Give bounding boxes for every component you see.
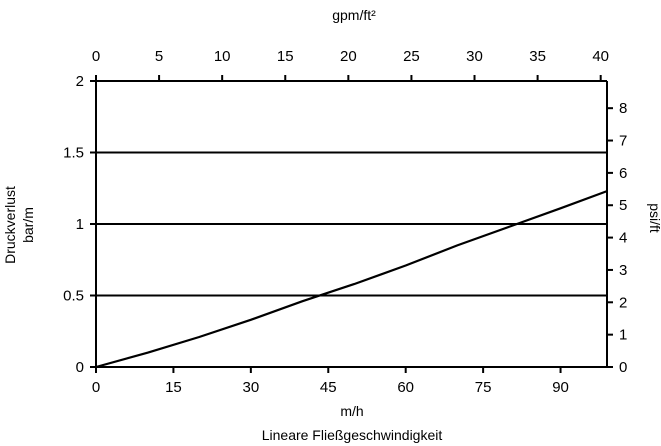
x-bottom-tick-label-5: 75 xyxy=(475,379,492,396)
x-bottom-tick-label-1: 15 xyxy=(165,379,182,396)
series-group xyxy=(95,190,608,369)
series-line-0 xyxy=(95,190,608,369)
axes xyxy=(95,80,608,368)
y-right-tick-label-5: 5 xyxy=(619,197,627,214)
x-top-tick-label-7: 35 xyxy=(529,48,546,65)
gridlines xyxy=(96,151,607,297)
x-axis-bottom-unit: m/h xyxy=(340,403,363,419)
y-axis-right-label: psi/ft xyxy=(647,203,661,233)
x-ticks-bottom: 0 15 30 45 60 75 90 xyxy=(92,367,569,396)
x-bottom-tick-label-3: 45 xyxy=(320,379,337,396)
x-bottom-tick-label-0: 0 xyxy=(92,379,100,396)
x-axis-top-label: gpm/ft² xyxy=(332,7,376,23)
y-right-tick-label-6: 6 xyxy=(619,165,627,182)
x-top-tick-label-6: 30 xyxy=(466,48,483,65)
x-top-tick-label-0: 0 xyxy=(92,48,100,65)
y-left-tick-label-2: 1 xyxy=(76,216,84,233)
y-right-tick-label-0: 0 xyxy=(619,359,627,376)
x-bottom-tick-label-4: 60 xyxy=(397,379,414,396)
y-right-tick-label-1: 1 xyxy=(619,327,627,344)
y-ticks-left: 0 0.5 1 1.5 2 xyxy=(63,73,96,376)
y-right-tick-label-7: 7 xyxy=(619,133,627,150)
y-left-tick-label-1: 0.5 xyxy=(63,288,84,305)
x-top-tick-label-8: 40 xyxy=(592,48,609,65)
x-top-tick-label-5: 25 xyxy=(403,48,420,65)
x-bottom-tick-label-2: 30 xyxy=(243,379,260,396)
y-left-tick-label-3: 1.5 xyxy=(63,145,84,162)
x-bottom-tick-label-6: 90 xyxy=(552,379,569,396)
x-top-tick-label-2: 10 xyxy=(214,48,231,65)
y-axis-left-label-line1: Druckverlust xyxy=(2,186,18,264)
x-top-tick-label-1: 5 xyxy=(155,48,163,65)
y-left-tick-label-4: 2 xyxy=(76,73,84,90)
x-top-tick-label-4: 20 xyxy=(340,48,357,65)
y-axis-left-label-line2: bar/m xyxy=(20,207,36,243)
x-axis-bottom-label: Lineare Fließgeschwindigkeit xyxy=(262,427,443,443)
y-right-tick-label-8: 8 xyxy=(619,100,627,117)
y-ticks-right: 0 1 2 3 4 5 6 7 8 xyxy=(607,100,627,376)
x-top-tick-label-3: 15 xyxy=(277,48,294,65)
y-left-tick-label-0: 0 xyxy=(76,359,84,376)
y-right-tick-label-3: 3 xyxy=(619,262,627,279)
x-ticks-top: 0 5 10 15 20 25 30 35 40 xyxy=(92,48,609,81)
y-right-tick-label-4: 4 xyxy=(619,230,627,247)
y-right-tick-label-2: 2 xyxy=(619,294,627,311)
